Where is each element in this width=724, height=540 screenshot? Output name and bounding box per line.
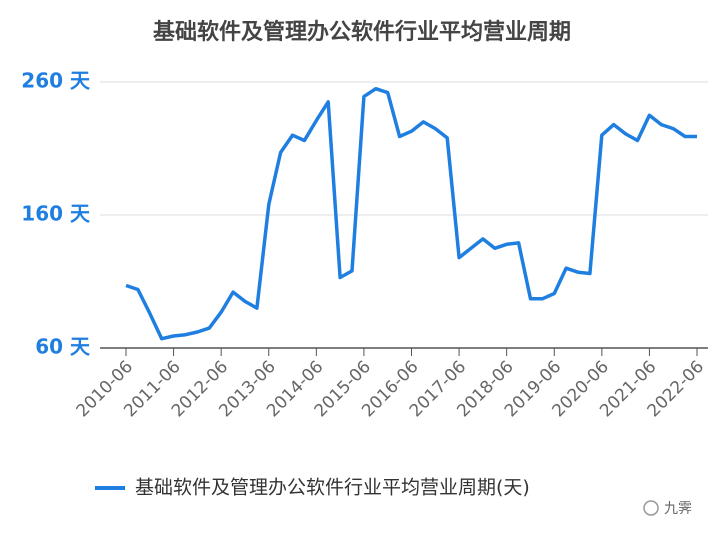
legend-label: 基础软件及管理办公软件行业平均营业周期(天) <box>135 477 530 499</box>
line-series <box>125 86 697 341</box>
watermark-icon <box>643 500 659 516</box>
chart-title: 基础软件及管理办公软件行业平均营业周期 <box>153 19 571 45</box>
y-tick-label: 60 天 <box>35 335 91 359</box>
y-tick-label: 160 天 <box>21 202 91 226</box>
watermark: 九霁 <box>664 501 692 517</box>
y-tick-label: 260 天 <box>21 69 91 93</box>
